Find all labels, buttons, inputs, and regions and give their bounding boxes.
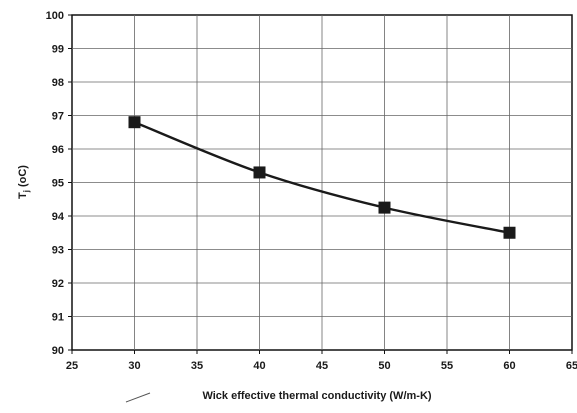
series-line: [134, 121, 510, 234]
x-tick-label: 35: [191, 360, 203, 372]
data-point-marker: [378, 201, 391, 214]
y-tick-label: 93: [52, 245, 64, 257]
y-tick-label: 94: [52, 211, 65, 223]
x-axis-title-pointer: [125, 392, 151, 403]
x-tick-label: 55: [441, 360, 453, 372]
y-axis-title: Tj (oC): [17, 165, 31, 199]
x-tick-label: 65: [566, 360, 577, 372]
y-tick-label: 90: [52, 345, 64, 357]
data-point-marker: [128, 116, 141, 129]
x-tick-label: 45: [316, 360, 328, 372]
y-axis-title-unit: (oC): [17, 165, 29, 187]
x-tick-label: 25: [66, 360, 78, 372]
y-tick-label: 97: [52, 111, 64, 123]
x-tick-label: 60: [503, 360, 515, 372]
grid: [68, 14, 573, 354]
y-tick-label: 91: [52, 312, 64, 324]
data-point-marker: [253, 166, 266, 179]
data-point-marker: [503, 226, 516, 239]
x-tick-label: 50: [378, 360, 390, 372]
y-axis-title-main: T: [17, 192, 29, 199]
x-tick-label: 30: [128, 360, 140, 372]
series-layer: [128, 116, 516, 239]
tick-labels: 25 30 35 40 45 50 55 60 65 90 91 92 93 94 95 96 97 98 99 10…: [46, 10, 577, 372]
y-tick-label: 98: [52, 77, 64, 89]
x-axis-title: Wick effective thermal conductivity (W/m…: [202, 390, 431, 402]
y-tick-label: 100: [46, 10, 64, 22]
x-tick-label: 40: [253, 360, 265, 372]
y-axis-title-subscript: j: [22, 190, 31, 193]
y-tick-label: 96: [52, 144, 64, 156]
y-tick-label: 92: [52, 278, 64, 290]
y-tick-label: 99: [52, 44, 64, 56]
y-tick-label: 95: [52, 178, 64, 190]
